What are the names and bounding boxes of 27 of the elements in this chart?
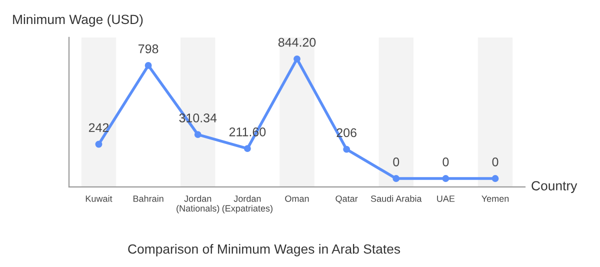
data-label: 0 (442, 157, 449, 166)
y-axis-title: Minimum Wage (USD) (13, 14, 143, 27)
x-tick-label: Jordan (Nationals) (176, 195, 220, 214)
data-label: 844.20 (278, 38, 316, 47)
point (392, 175, 400, 182)
x-tick-label: Yemen (482, 196, 509, 202)
x-tick-label: Bahrain (133, 195, 164, 202)
data-label: 0 (393, 157, 400, 166)
x-axis-title: Country (532, 181, 578, 194)
point (343, 146, 350, 153)
data-label: 798 (138, 44, 158, 54)
x-tick-label: Jordan (Expatriates) (222, 195, 272, 214)
data-label: 242 (88, 123, 109, 132)
x-tick-label: UAE (437, 196, 455, 202)
text: Comparison of Minimum Wages in Arab States (128, 244, 400, 256)
point (95, 140, 102, 148)
data-label: 0 (492, 157, 498, 166)
point (294, 55, 300, 62)
x-tick-label: Oman (285, 195, 309, 202)
point (144, 62, 152, 69)
x-tick-label: Qatar (336, 195, 358, 204)
point (194, 131, 202, 138)
x-tick-label: Saudi Arabia (370, 195, 422, 202)
point (244, 145, 251, 152)
x-tick-label: Kuwait (86, 195, 112, 202)
point (442, 175, 450, 182)
point (492, 175, 499, 182)
